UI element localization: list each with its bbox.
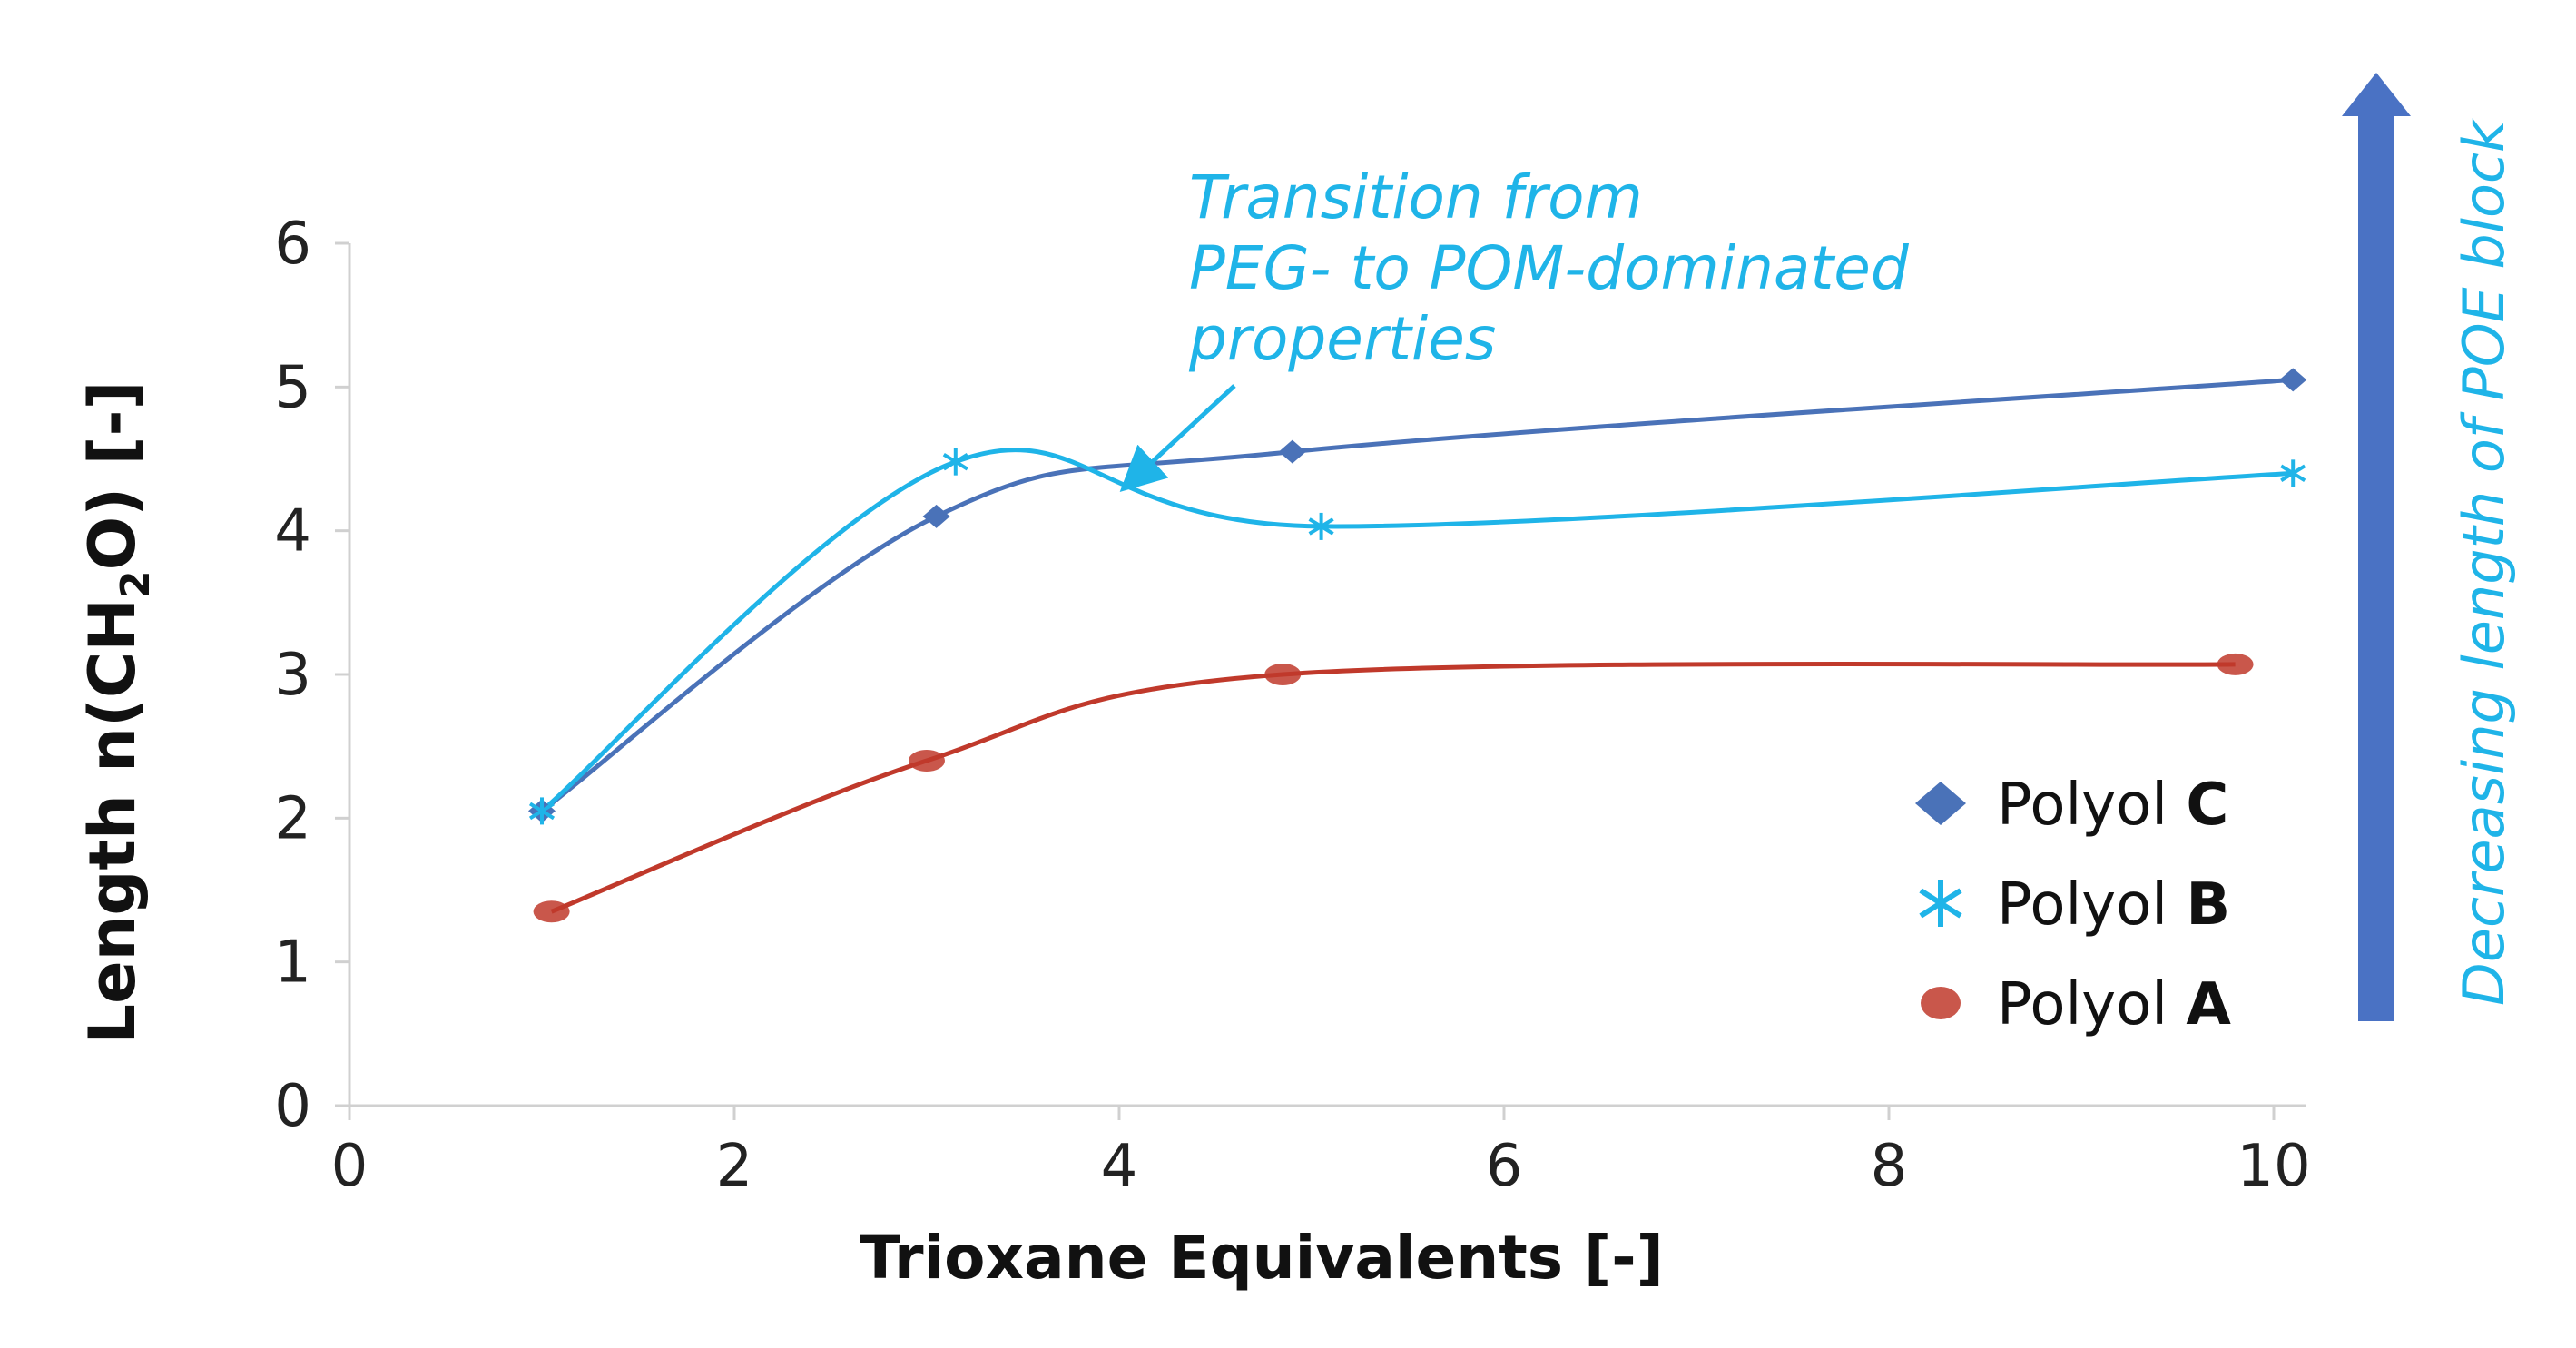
- data-point-b: [2280, 459, 2306, 487]
- side-arrow-shaft: [2358, 113, 2394, 1021]
- data-point-b: [1308, 512, 1334, 540]
- decreasing-length-arrow: [2342, 73, 2411, 1021]
- legend-marker-a: [1921, 987, 1961, 1019]
- y-tick-label: 0: [274, 1073, 311, 1140]
- x-tick-label: 10: [2237, 1133, 2310, 1200]
- data-point-c: [1278, 439, 1306, 464]
- y-tick-label: 5: [274, 354, 311, 421]
- data-point-c: [2279, 368, 2307, 392]
- data-point-c: [922, 504, 950, 528]
- y-tick-label: 3: [274, 642, 311, 709]
- series-markers: [528, 368, 2307, 923]
- y-tick-label: 6: [274, 211, 311, 278]
- annotation-line-2: PEG- to POM-dominated: [1189, 233, 1910, 303]
- y-tick-label: 2: [274, 785, 311, 852]
- transition-annotation: Transition from PEG- to POM-dominated pr…: [1119, 162, 1910, 492]
- series-line-a: [550, 661, 2236, 914]
- x-axis-title: Trioxane Equivalents [-]: [860, 1223, 1664, 1293]
- series-line-b: [540, 448, 2294, 813]
- y-tick-label: 1: [274, 930, 311, 997]
- legend-label-b: Polyol B: [1997, 871, 2230, 939]
- side-arrow-label: Decreasing length of POE block: [2451, 118, 2517, 1006]
- x-tick-label: 4: [1101, 1133, 1138, 1200]
- x-tick-label: 8: [1871, 1133, 1908, 1200]
- annotation-line-3: properties: [1188, 304, 1496, 374]
- y-tick-label: 4: [274, 498, 311, 566]
- data-point-b: [528, 797, 556, 825]
- legend: Polyol C Polyol B Polyol A: [1915, 772, 2231, 1038]
- annotation-line-1: Transition from: [1189, 162, 1643, 232]
- legend-label-a: Polyol A: [1997, 971, 2231, 1038]
- x-tick-label: 6: [1486, 1133, 1523, 1200]
- data-point-a: [2217, 653, 2254, 675]
- data-point-b: [942, 448, 968, 476]
- legend-label-c: Polyol C: [1997, 772, 2228, 839]
- x-tick-label: 2: [716, 1133, 753, 1200]
- annotation-arrow: [1119, 384, 1236, 492]
- series-line-c: [540, 377, 2294, 813]
- legend-marker-b: [1919, 880, 1962, 927]
- data-point-a: [1264, 664, 1302, 685]
- legend-marker-c: [1915, 782, 1966, 825]
- x-ticks: 0 2 4 6 8 10: [331, 1106, 2311, 1200]
- data-point-a: [533, 900, 570, 923]
- data-point-a: [909, 750, 945, 772]
- x-tick-label: 0: [331, 1133, 369, 1200]
- side-arrow-head: [2342, 73, 2411, 116]
- y-axis-title: Length n(CH2O) [-]: [75, 380, 159, 1044]
- y-ticks: 0 1 2 3 4 5 6: [274, 211, 349, 1140]
